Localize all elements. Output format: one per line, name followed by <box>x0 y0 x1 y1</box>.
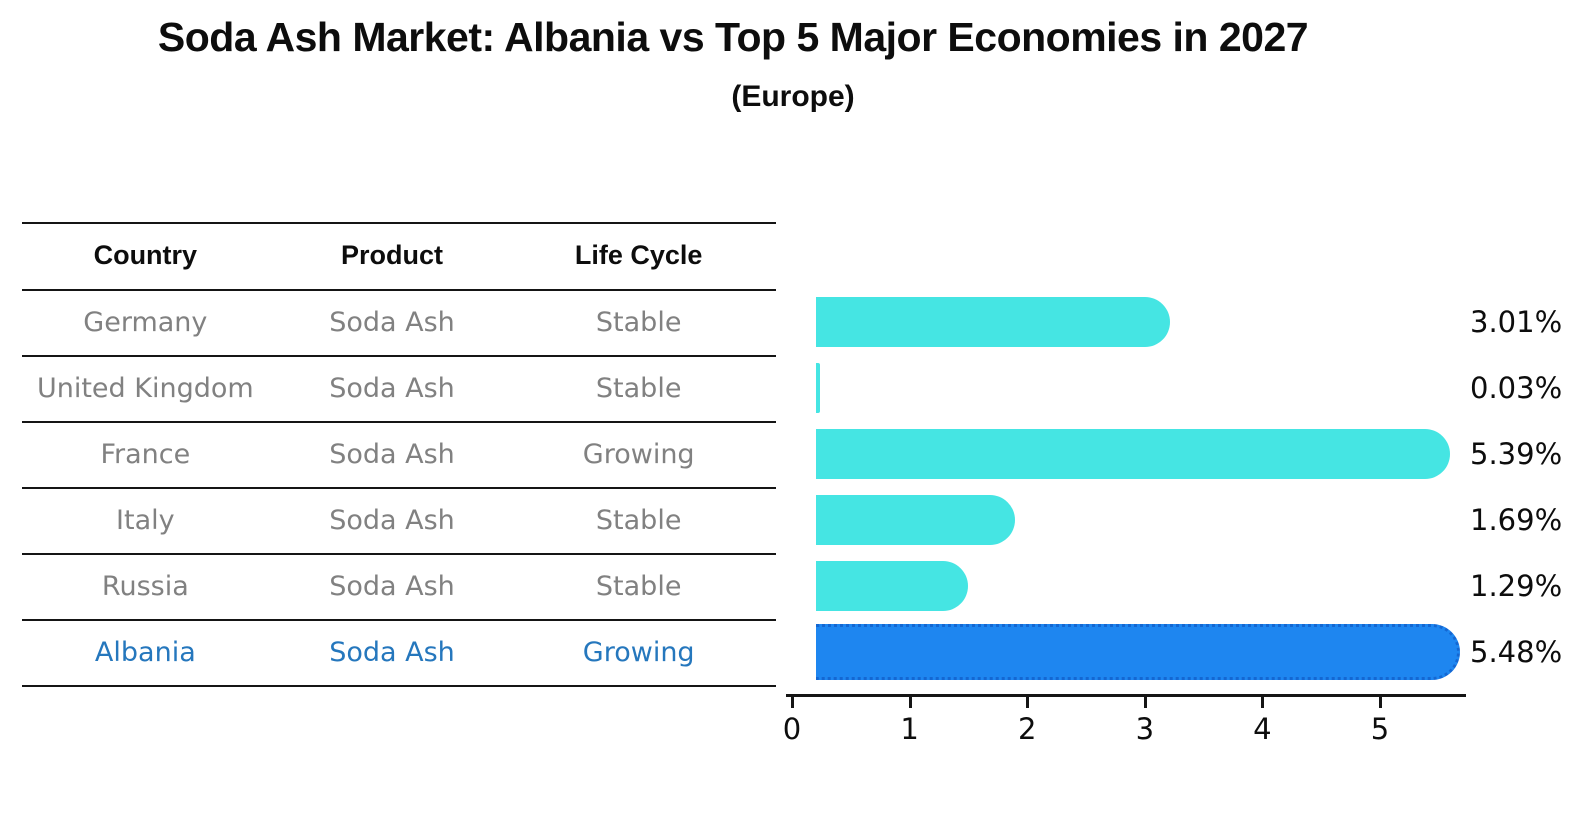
x-tick-mark <box>1261 697 1265 708</box>
table-cell-country: Russia <box>101 570 189 602</box>
table-rule <box>22 487 776 489</box>
table-cell-life-cycle: Stable <box>595 570 682 602</box>
x-tick-mark <box>1143 697 1147 708</box>
value-label: 1.29% <box>1470 569 1563 603</box>
table-row: Germany Soda Ash Stable <box>22 289 762 355</box>
table-rule <box>22 685 776 687</box>
table-row: United Kingdom Soda Ash Stable <box>22 355 762 421</box>
table-row: Italy Soda Ash Stable <box>22 487 762 553</box>
table-cell-country: United Kingdom <box>36 372 254 404</box>
column-header-life-cycle: Life Cycle <box>574 240 703 270</box>
table-rule <box>22 619 776 621</box>
x-tick-mark <box>908 697 912 708</box>
value-label: 5.39% <box>1470 437 1563 471</box>
table-cell-product: Soda Ash <box>329 570 455 602</box>
bar-highlight-albania <box>816 624 1460 680</box>
table-rule <box>22 355 776 357</box>
x-axis-line <box>786 694 1466 697</box>
table-cell-country: Italy <box>116 504 175 536</box>
x-tick-label: 3 <box>1135 712 1155 746</box>
x-tick-label: 1 <box>900 712 919 746</box>
table-cell-country: France <box>100 438 191 470</box>
x-tick-label: 0 <box>782 712 802 746</box>
table-cell-product: Soda Ash <box>329 438 455 470</box>
column-header-country: Country <box>93 240 198 270</box>
table-cell-country: Albania <box>94 636 196 668</box>
x-tick-mark <box>1026 697 1030 708</box>
table-rule <box>22 553 776 555</box>
value-label: 0.03% <box>1470 371 1563 405</box>
bar-united-kingdom <box>816 363 820 413</box>
table-cell-life-cycle: Stable <box>595 306 682 338</box>
table-rule <box>22 222 776 224</box>
bar-russia <box>816 561 968 611</box>
page-subtitle: (Europe) <box>731 80 855 113</box>
table-header-row: Country Product Life Cycle <box>22 222 762 289</box>
value-label: 1.69% <box>1470 503 1563 537</box>
table-cell-life-cycle: Stable <box>595 504 682 536</box>
table-cell-life-cycle: Stable <box>595 372 682 404</box>
table-cell-country: Germany <box>83 306 208 338</box>
x-tick-mark <box>1379 697 1382 708</box>
x-tick-label: 2 <box>1017 712 1037 746</box>
table-row: Russia Soda Ash Stable <box>22 553 762 619</box>
value-label: 3.01% <box>1470 305 1563 339</box>
table-cell-product: Soda Ash <box>329 504 455 536</box>
table-cell-product: Soda Ash <box>329 636 455 668</box>
bar-france <box>816 429 1450 479</box>
x-tick-label: 4 <box>1253 712 1272 746</box>
x-tick-mark <box>791 697 794 708</box>
page-title: Soda Ash Market: Albania vs Top 5 Major … <box>157 14 1309 60</box>
table-cell-product: Soda Ash <box>329 372 455 404</box>
column-header-product: Product <box>341 240 444 270</box>
table-row: France Soda Ash Growing <box>22 421 762 487</box>
bar-germany <box>816 297 1170 347</box>
table-rule <box>22 289 776 291</box>
value-label: 5.48% <box>1470 635 1563 669</box>
table-cell-life-cycle: Growing <box>582 438 695 470</box>
bar-italy <box>816 495 1015 545</box>
table-row: Albania Soda Ash Growing <box>22 619 762 685</box>
table-cell-life-cycle: Growing <box>582 636 695 668</box>
x-tick-label: 5 <box>1370 712 1390 746</box>
table-rule <box>22 421 776 423</box>
table-cell-product: Soda Ash <box>329 306 455 338</box>
